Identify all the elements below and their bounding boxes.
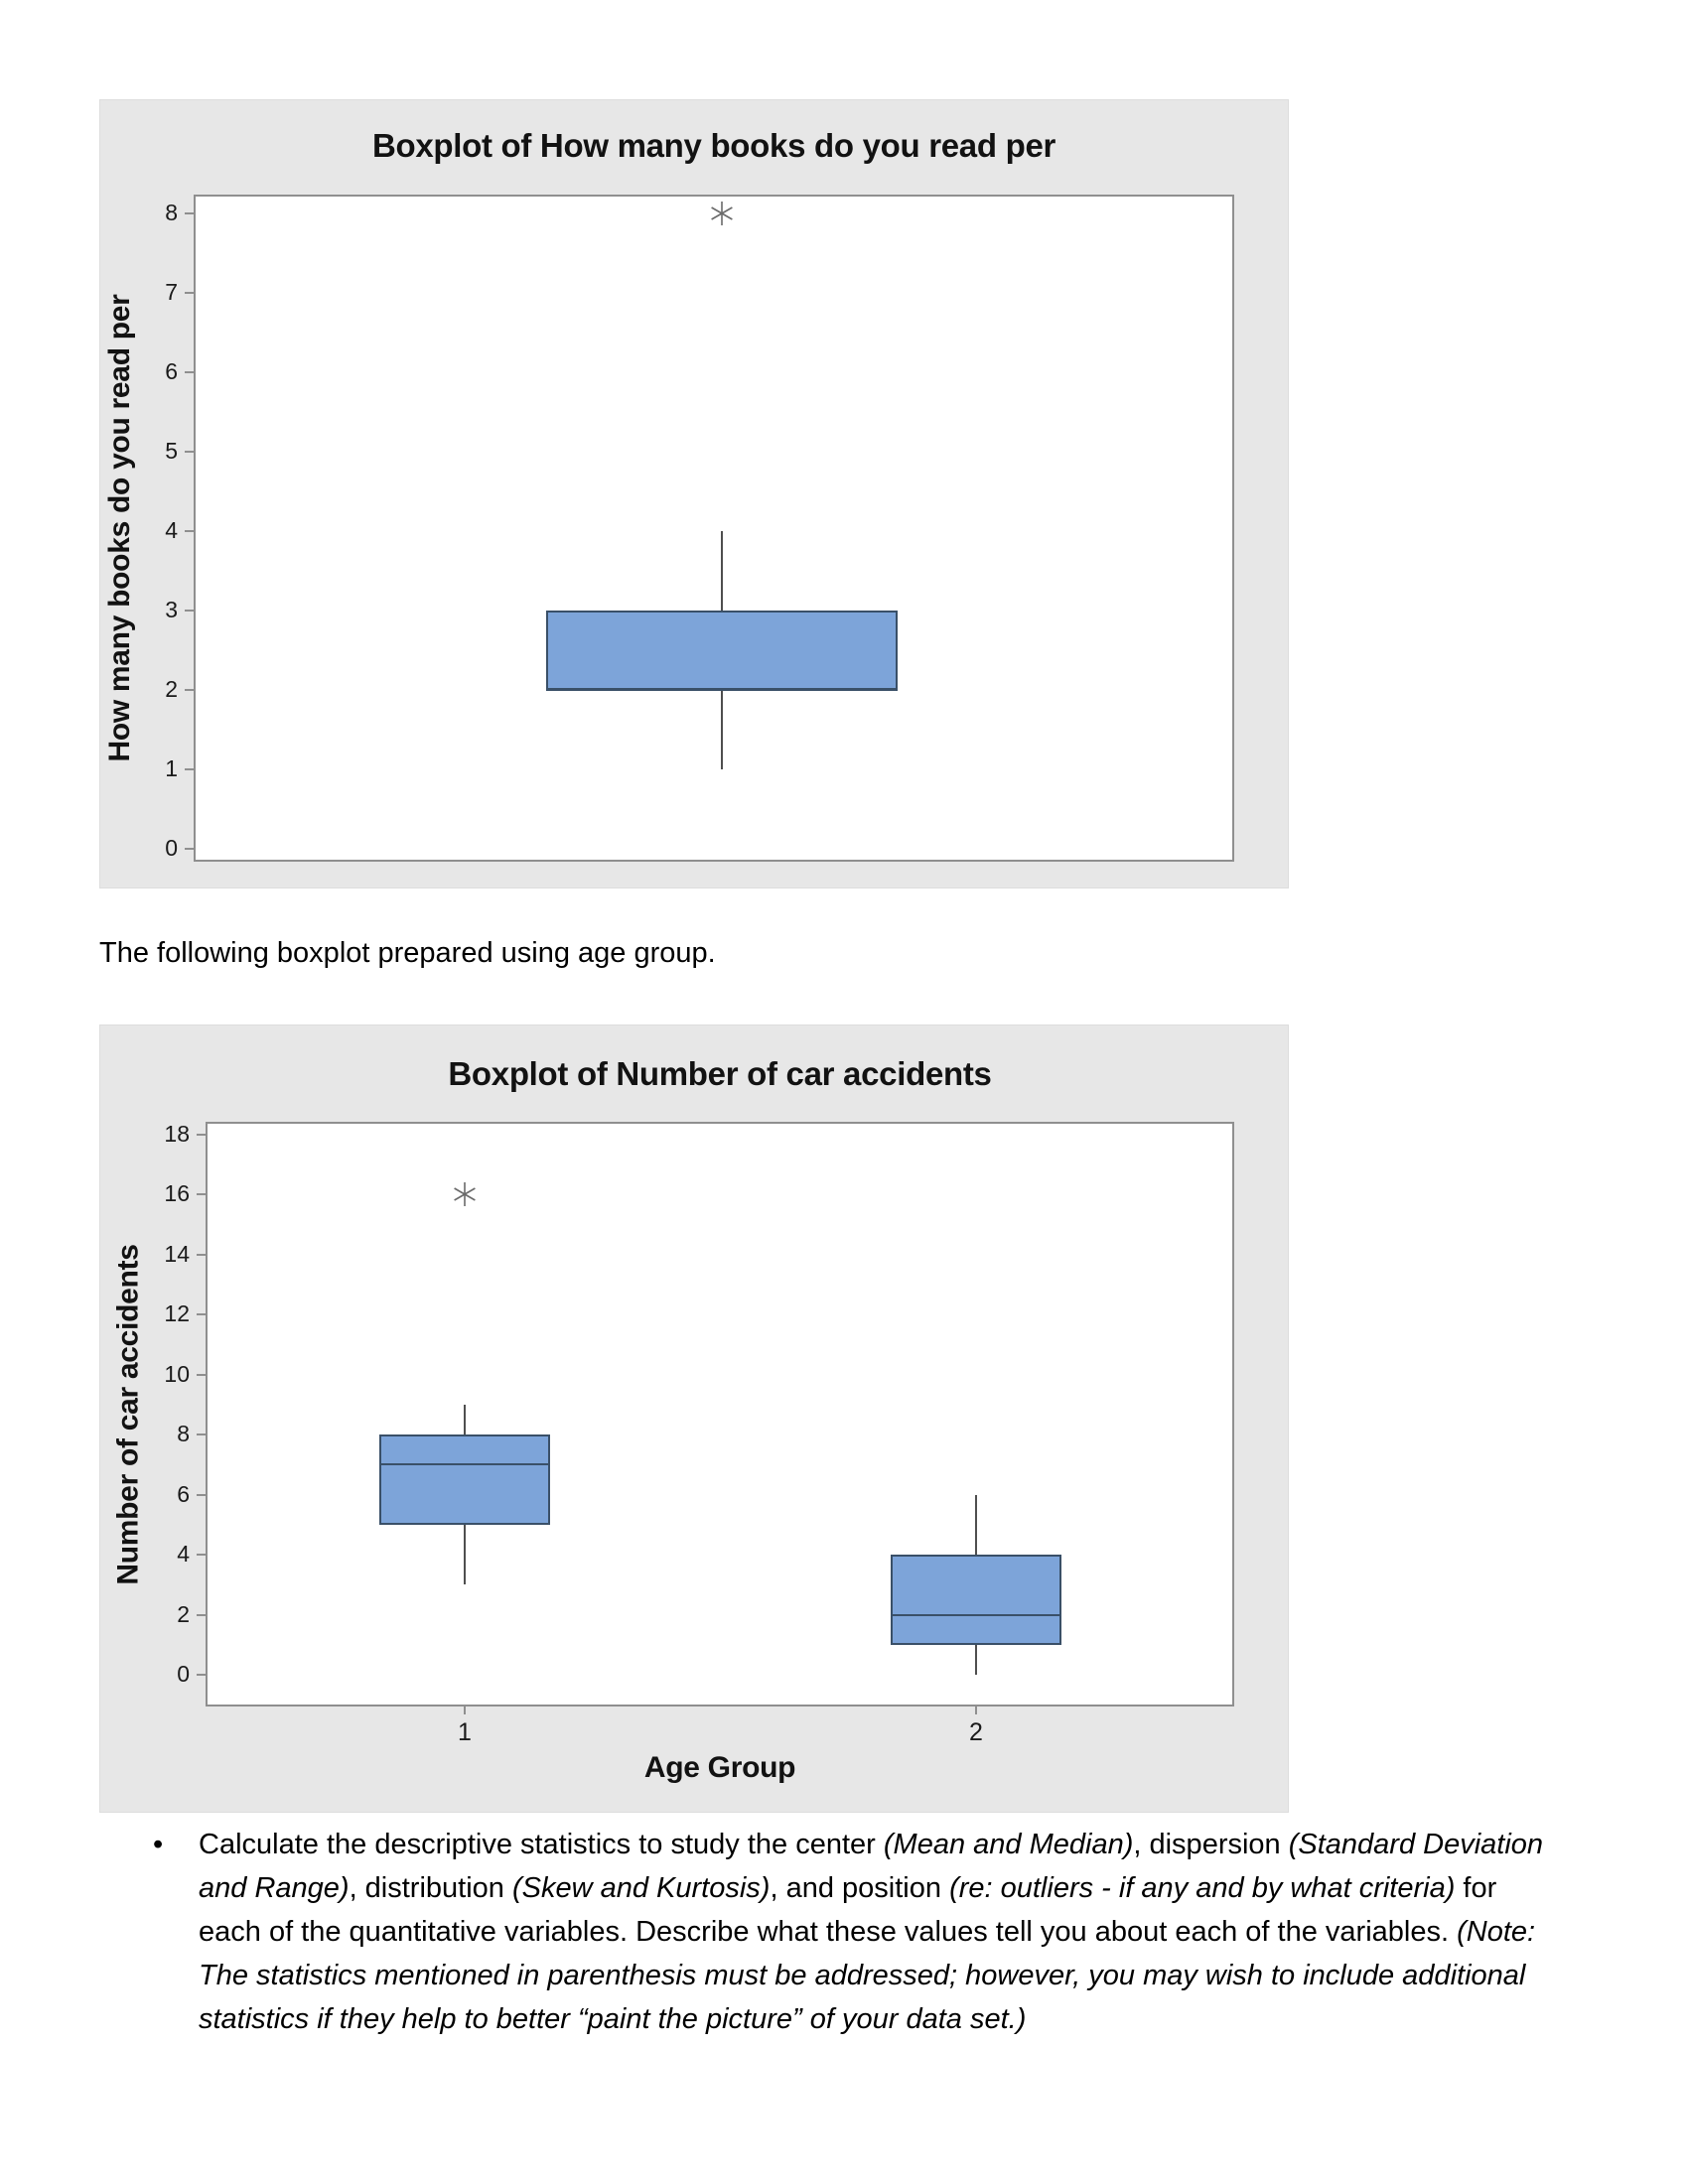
whisker-upper	[464, 1405, 466, 1435]
whisker-lower	[721, 690, 723, 769]
y-tick-label: 0	[177, 1661, 190, 1687]
y-axis-tick	[197, 1253, 206, 1256]
y-tick-label: 10	[164, 1360, 190, 1387]
bullet-text-segment: (Standard Deviation and Range)	[199, 1829, 1544, 1904]
bullet-paragraph: Calculate the descriptive statistics to …	[199, 1823, 1563, 2041]
y-tick-label: 8	[165, 200, 178, 225]
plot-area	[194, 195, 1234, 862]
y-axis-tick	[185, 689, 194, 691]
median-line	[891, 1613, 1061, 1616]
y-axis-tick	[185, 530, 194, 532]
bullet-text-segment: (re: outliers - if any and by what crite…	[949, 1872, 1456, 1904]
y-axis-tick	[185, 451, 194, 453]
bullet-text-segment: for each of the quantitative variables. …	[199, 1872, 1497, 1948]
plot-area	[206, 1122, 1234, 1706]
whisker-lower	[975, 1644, 977, 1675]
y-axis-tick	[197, 1493, 206, 1496]
y-axis-tick	[185, 292, 194, 294]
bullet-text-segment: , distribution	[349, 1872, 512, 1904]
x-tick-label: 1	[458, 1718, 472, 1746]
y-axis-tick	[185, 768, 194, 770]
bullet-text-segment: Calculate the descriptive statistics to …	[199, 1829, 884, 1860]
bullet-marker: •	[153, 1829, 164, 1860]
x-axis-tick	[464, 1706, 466, 1714]
y-axis-tick	[197, 1313, 206, 1316]
y-axis-tick	[197, 1134, 206, 1137]
y-axis-tick	[197, 1613, 206, 1616]
y-axis-tick	[197, 1554, 206, 1557]
box	[379, 1434, 550, 1525]
y-tick-label: 18	[164, 1121, 190, 1148]
whisker-upper	[975, 1494, 977, 1556]
y-tick-label: 16	[164, 1180, 190, 1207]
y-tick-label: 6	[165, 358, 178, 384]
between-charts-text: The following boxplot prepared using age…	[99, 937, 716, 969]
y-axis-tick	[197, 1193, 206, 1196]
whisker-lower	[464, 1524, 466, 1585]
chart-title: Boxplot of How many books do you read pe…	[371, 127, 1056, 164]
chart-title: Boxplot of Number of car accidents	[448, 1055, 992, 1092]
y-tick-label: 5	[165, 438, 178, 464]
y-tick-label: 14	[164, 1240, 190, 1267]
bullet-list-item: • Calculate the descriptive statistics t…	[149, 1823, 1563, 2041]
y-tick-label: 4	[177, 1541, 190, 1568]
y-axis-tick	[197, 1433, 206, 1436]
y-tick-label: 12	[164, 1300, 190, 1327]
y-axis-tick	[185, 371, 194, 373]
y-tick-label: 4	[165, 517, 178, 543]
bullet-text-segment: , dispersion	[1133, 1829, 1289, 1860]
x-axis-tick	[975, 1706, 977, 1714]
y-axis-label: Number of car accidents	[111, 1243, 144, 1585]
bullet-text-segment: (Skew and Kurtosis)	[511, 1872, 771, 1904]
y-axis-tick	[185, 610, 194, 612]
y-tick-label: 3	[165, 597, 178, 622]
outlier-asterisk-icon	[709, 201, 735, 226]
median-line	[546, 689, 898, 691]
y-tick-label: 0	[165, 835, 178, 861]
x-axis-label: Age Group	[643, 1751, 796, 1784]
box	[546, 611, 898, 690]
y-tick-label: 1	[165, 755, 178, 781]
y-axis-tick	[197, 1674, 206, 1676]
median-line	[379, 1463, 550, 1466]
y-axis-tick	[185, 848, 194, 850]
whisker-upper	[721, 531, 723, 611]
y-tick-label: 2	[165, 676, 178, 702]
bullet-text-segment: , and position	[770, 1872, 950, 1904]
y-tick-label: 8	[177, 1421, 190, 1447]
y-axis-tick	[197, 1373, 206, 1376]
bullet-text-segment: (Mean and Median)	[883, 1829, 1134, 1860]
y-tick-label: 7	[165, 279, 178, 305]
bullet-text-segment: (Note: The statistics mentioned in paren…	[199, 1916, 1536, 2035]
y-axis-label: How many books do you read per	[103, 294, 136, 762]
x-tick-label: 2	[969, 1718, 983, 1746]
box	[891, 1555, 1061, 1645]
y-tick-label: 6	[177, 1480, 190, 1507]
y-tick-label: 2	[177, 1600, 190, 1627]
y-axis-tick	[185, 212, 194, 214]
outlier-asterisk-icon	[452, 1181, 478, 1207]
